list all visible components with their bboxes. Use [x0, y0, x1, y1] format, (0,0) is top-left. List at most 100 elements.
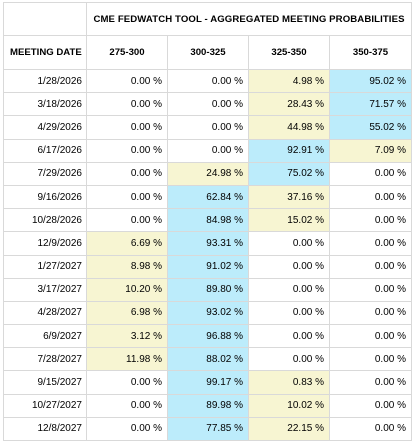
probability-cell: 0.00 % — [86, 393, 168, 418]
meeting-date-cell: 4/29/2026 — [3, 115, 87, 140]
table-row: 10/27/2027 0.00 % 89.98 % 10.02 % 0.00 % — [3, 393, 413, 418]
probability-cell: 92.91 % — [248, 138, 330, 163]
table-body: 1/28/2026 0.00 % 0.00 % 4.98 % 95.02 % 3/18/2… — [3, 68, 413, 441]
probability-cell: 0.00 % — [328, 324, 413, 349]
probability-cell: 88.02 % — [167, 347, 249, 372]
probability-cell: 6.69 % — [86, 231, 168, 256]
probability-cell: 0.00 % — [328, 300, 413, 326]
table-row: 9/16/2026 0.00 % 62.84 % 37.16 % 0.00 % — [3, 184, 413, 210]
probability-cell: 0.00 % — [328, 208, 413, 233]
probability-cell: 0.00 % — [167, 68, 249, 94]
table-row: 4/28/2027 6.98 % 93.02 % 0.00 % 0.00 % — [3, 300, 413, 326]
probability-cell: 28.43 % — [248, 92, 330, 117]
meeting-date-cell: 6/9/2027 — [3, 324, 87, 349]
column-header-300-325: 300-325 — [167, 35, 249, 70]
probability-cell: 93.31 % — [167, 231, 249, 256]
meeting-date-cell: 10/28/2026 — [3, 208, 87, 233]
probability-cell: 0.00 % — [248, 254, 330, 279]
table-row: 1/27/2027 8.98 % 91.02 % 0.00 % 0.00 % — [3, 254, 413, 279]
probability-cell: 0.00 % — [167, 92, 249, 117]
meeting-date-cell: 7/28/2027 — [3, 347, 87, 372]
probability-cell: 44.98 % — [248, 115, 330, 140]
column-header-325-350: 325-350 — [248, 35, 330, 70]
probability-cell: 62.84 % — [167, 184, 249, 210]
probability-cell: 0.00 % — [86, 92, 168, 117]
probability-cell: 0.00 % — [328, 370, 413, 395]
probability-cell: 0.00 % — [328, 231, 413, 256]
probability-cell: 55.02 % — [328, 115, 413, 140]
probability-cell: 95.02 % — [328, 68, 413, 94]
probability-cell: 7.09 % — [328, 138, 413, 163]
column-header-275-300: 275-300 — [86, 35, 168, 70]
probability-cell: 0.00 % — [328, 416, 413, 441]
probability-cell: 71.57 % — [328, 92, 413, 117]
table-row: 4/29/2026 0.00 % 0.00 % 44.98 % 55.02 % — [3, 115, 413, 140]
probability-cell: 0.00 % — [328, 347, 413, 372]
probability-cell: 99.17 % — [167, 370, 249, 395]
probability-cell: 3.12 % — [86, 324, 168, 349]
column-header-row: MEETING DATE 275-300 300-325 325-350 350… — [3, 35, 413, 70]
probability-cell: 93.02 % — [167, 300, 249, 326]
probability-cell: 0.00 % — [167, 138, 249, 163]
probability-cell: 0.00 % — [86, 184, 168, 210]
probability-cell: 0.00 % — [248, 231, 330, 256]
probability-cell: 10.02 % — [248, 393, 330, 418]
table-row: 6/17/2026 0.00 % 0.00 % 92.91 % 7.09 % — [3, 138, 413, 163]
meeting-date-cell: 12/8/2027 — [3, 416, 87, 441]
probability-cell: 0.83 % — [248, 370, 330, 395]
meeting-date-cell: 4/28/2027 — [3, 300, 87, 326]
table-row: 3/17/2027 10.20 % 89.80 % 0.00 % 0.00 % — [3, 277, 413, 302]
meeting-date-cell: 7/29/2026 — [3, 161, 87, 186]
table-row: 6/9/2027 3.12 % 96.88 % 0.00 % 0.00 % — [3, 324, 413, 349]
probability-cell: 0.00 % — [86, 68, 168, 94]
meeting-date-cell: 3/17/2027 — [3, 277, 87, 302]
probability-cell: 22.15 % — [248, 416, 330, 441]
probability-cell: 89.98 % — [167, 393, 249, 418]
meeting-date-cell: 9/15/2027 — [3, 370, 87, 395]
probability-cell: 0.00 % — [328, 161, 413, 186]
probability-cell: 0.00 % — [248, 324, 330, 349]
table-row: 3/18/2026 0.00 % 0.00 % 28.43 % 71.57 % — [3, 92, 413, 117]
title-row: CME FEDWATCH TOOL - AGGREGATED MEETING P… — [3, 2, 413, 36]
table-row: 7/28/2027 11.98 % 88.02 % 0.00 % 0.00 % — [3, 347, 413, 372]
probability-cell: 0.00 % — [328, 277, 413, 302]
probability-cell: 37.16 % — [248, 184, 330, 210]
meeting-date-cell: 12/9/2026 — [3, 231, 87, 256]
probability-cell: 0.00 % — [328, 184, 413, 210]
probability-cell: 0.00 % — [86, 161, 168, 186]
probability-cell: 0.00 % — [167, 115, 249, 140]
fedwatch-probability-table: CME FEDWATCH TOOL - AGGREGATED MEETING P… — [3, 2, 413, 441]
meeting-date-cell: 1/28/2026 — [3, 68, 87, 94]
probability-cell: 84.98 % — [167, 208, 249, 233]
probability-cell: 0.00 % — [86, 138, 168, 163]
probability-cell: 0.00 % — [86, 416, 168, 441]
table-row: 10/28/2026 0.00 % 84.98 % 15.02 % 0.00 % — [3, 208, 413, 233]
column-header-350-375: 350-375 — [328, 35, 413, 70]
probability-cell: 96.88 % — [167, 324, 249, 349]
probability-cell: 91.02 % — [167, 254, 249, 279]
probability-cell: 0.00 % — [248, 277, 330, 302]
probability-cell: 0.00 % — [86, 115, 168, 140]
probability-cell: 0.00 % — [248, 300, 330, 326]
probability-cell: 0.00 % — [328, 254, 413, 279]
table-row: 12/8/2027 0.00 % 77.85 % 22.15 % 0.00 % — [3, 416, 413, 441]
corner-cell — [3, 2, 87, 36]
probability-cell: 15.02 % — [248, 208, 330, 233]
probability-cell: 24.98 % — [167, 161, 249, 186]
probability-cell: 0.00 % — [248, 347, 330, 372]
probability-cell: 10.20 % — [86, 277, 168, 302]
probability-cell: 0.00 % — [86, 208, 168, 233]
probability-cell: 6.98 % — [86, 300, 168, 326]
probability-cell: 4.98 % — [248, 68, 330, 94]
probability-cell: 0.00 % — [328, 393, 413, 418]
meeting-date-cell: 6/17/2026 — [3, 138, 87, 163]
probability-cell: 75.02 % — [248, 161, 330, 186]
meeting-date-header: MEETING DATE — [3, 35, 87, 70]
probability-cell: 0.00 % — [86, 370, 168, 395]
probability-cell: 77.85 % — [167, 416, 249, 441]
meeting-date-cell: 10/27/2027 — [3, 393, 87, 418]
meeting-date-cell: 9/16/2026 — [3, 184, 87, 210]
meeting-date-cell: 3/18/2026 — [3, 92, 87, 117]
table-title: CME FEDWATCH TOOL - AGGREGATED MEETING P… — [85, 2, 413, 36]
probability-cell: 11.98 % — [86, 347, 168, 372]
